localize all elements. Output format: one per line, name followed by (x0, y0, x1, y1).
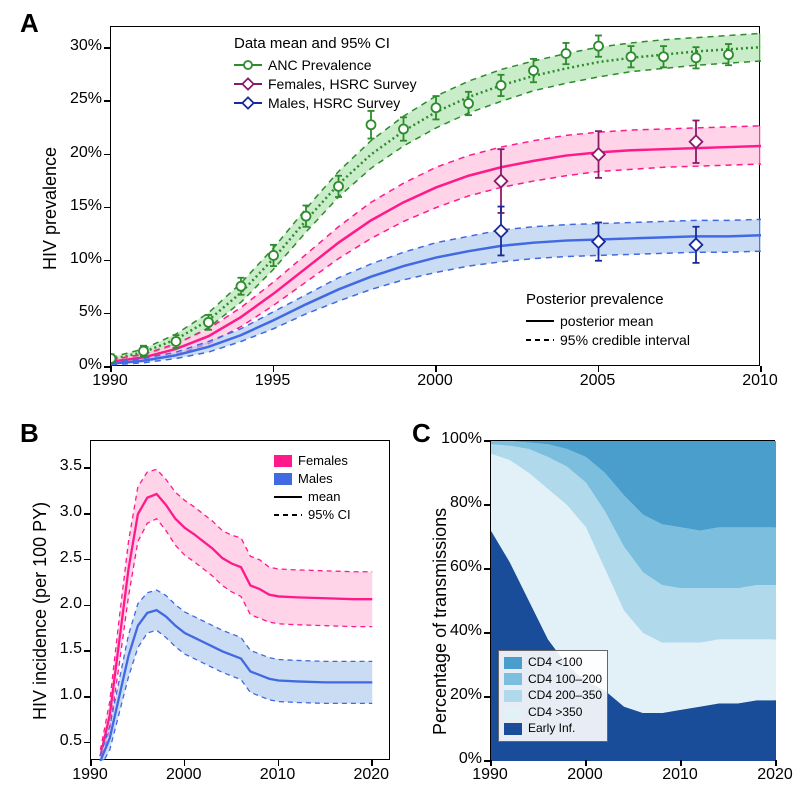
panel-a-data-legend: Data mean and 95% CI ANC Prevalence Fema… (228, 30, 423, 117)
legend-cd4-100-200-label: CD4 100–200 (528, 672, 602, 688)
male-swatch-icon (274, 473, 292, 485)
legend-mhs-row: Males, HSRC Survey (234, 94, 417, 112)
panel-c-legend: CD4 <100 CD4 100–200 CD4 200–350 CD4 >35… (498, 650, 608, 742)
panel-c-label: C (412, 418, 431, 449)
legend-post-title: Posterior prevalence (526, 290, 690, 310)
panel-a-post-legend: Posterior prevalence posterior mean 95% … (520, 286, 696, 354)
legend-fhs-label: Females, HSRC Survey (268, 75, 417, 93)
legend-post-mean-label: posterior mean (560, 312, 653, 330)
legend-anc-row: ANC Prevalence (234, 56, 417, 74)
legend-cd4-lt100-label: CD4 <100 (528, 655, 582, 671)
legend-b-mean-label: mean (308, 489, 341, 506)
legend-b-fem-row: Females (274, 453, 351, 470)
legend-b-mean-row: mean (274, 489, 351, 506)
male-marker-icon (234, 96, 262, 110)
mean-line-icon (274, 490, 302, 504)
cd4-gt350-swatch-icon (504, 707, 522, 719)
panel-a-ylabel: HIV prevalence (40, 147, 61, 270)
legend-b-ci-row: 95% CI (274, 507, 351, 524)
female-swatch-icon (274, 455, 292, 467)
legend-cd4-100-200-row: CD4 100–200 (504, 672, 602, 688)
legend-data-title: Data mean and 95% CI (234, 34, 417, 54)
legend-post-ci-row: 95% credible interval (526, 331, 690, 349)
panel-b-legend: Females Males mean 95% CI (268, 448, 357, 529)
figure-root: A HIV prevalence Data mean and 95% CI AN… (0, 0, 799, 806)
legend-cd4-gt350-label: CD4 >350 (528, 705, 582, 721)
legend-mhs-label: Males, HSRC Survey (268, 94, 400, 112)
legend-b-fem-label: Females (298, 453, 348, 470)
panel-a-label: A (20, 8, 39, 39)
legend-b-ci-label: 95% CI (308, 507, 351, 524)
legend-b-mal-label: Males (298, 471, 333, 488)
female-marker-icon (234, 77, 262, 91)
cd4-200-350-swatch-icon (504, 690, 522, 702)
early-swatch-icon (504, 723, 522, 735)
legend-early-label: Early Inf. (528, 721, 575, 737)
legend-cd4-lt100-row: CD4 <100 (504, 655, 602, 671)
panel-b-ylabel: HIV incidence (per 100 PY) (30, 502, 51, 720)
legend-anc-label: ANC Prevalence (268, 56, 372, 74)
panel-b-label: B (20, 418, 39, 449)
legend-post-mean-row: posterior mean (526, 312, 690, 330)
cd4-lt100-swatch-icon (504, 657, 522, 669)
solid-line-icon (526, 314, 554, 328)
dashed-line-icon (526, 333, 554, 347)
legend-b-mal-row: Males (274, 471, 351, 488)
ci-line-icon (274, 508, 302, 522)
cd4-100-200-swatch-icon (504, 673, 522, 685)
legend-fhs-row: Females, HSRC Survey (234, 75, 417, 93)
legend-early-row: Early Inf. (504, 721, 602, 737)
legend-cd4-200-350-label: CD4 200–350 (528, 688, 602, 704)
anc-marker-icon (234, 58, 262, 72)
legend-cd4-200-350-row: CD4 200–350 (504, 688, 602, 704)
legend-post-ci-label: 95% credible interval (560, 331, 690, 349)
legend-cd4-gt350-row: CD4 >350 (504, 705, 602, 721)
panel-c-ylabel: Percentage of transmissions (430, 508, 451, 735)
